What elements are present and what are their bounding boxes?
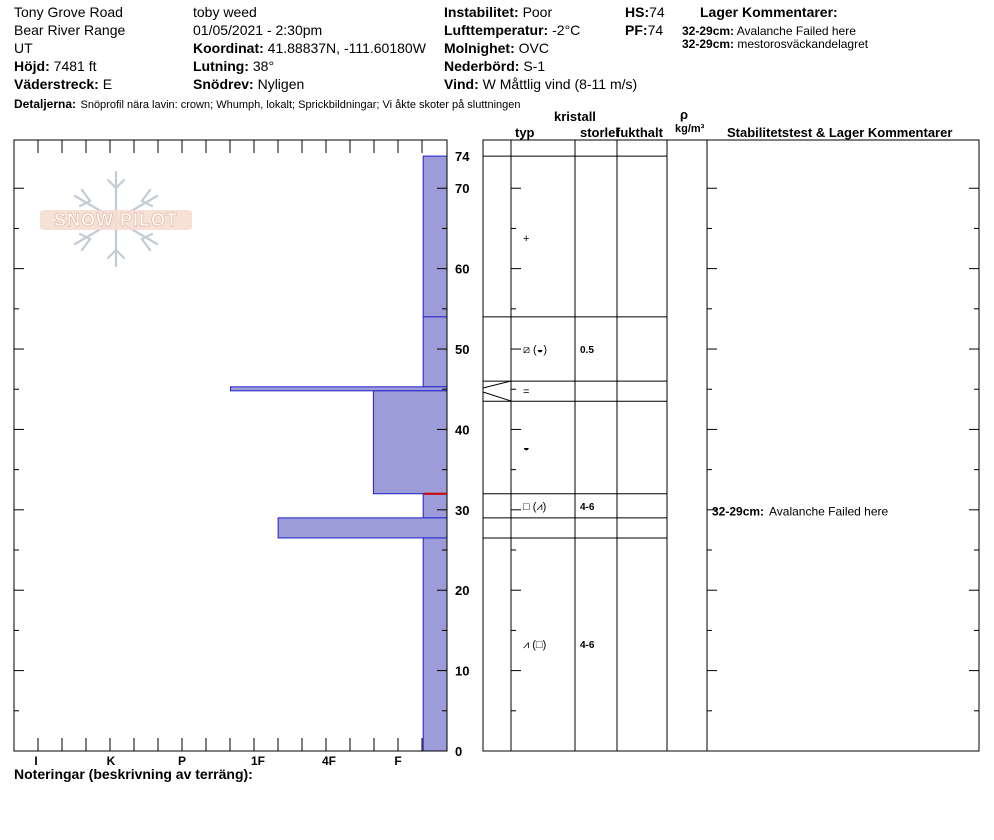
crystal-size: 4-6 bbox=[580, 502, 595, 513]
coordinates: Koordinat: 41.88837N, -111.60180W bbox=[193, 40, 426, 56]
crystal-rows: + ⧄ (◒) 0.5 = ◒ □ (⩘) 4-6 ⩘ (□) 4-6 bbox=[523, 233, 595, 651]
air-temperature: Lufttemperatur: -2°C bbox=[444, 22, 581, 38]
hardness-bar bbox=[372, 390, 448, 495]
hardness-label: 1F bbox=[251, 754, 265, 768]
stability-text: Avalanche Failed here bbox=[769, 504, 889, 518]
depth-label: 40 bbox=[455, 422, 469, 437]
crystal-type: ⩘ (□) bbox=[523, 639, 546, 651]
depth-label: 30 bbox=[455, 503, 469, 518]
column-header-kristall: kristall bbox=[554, 109, 596, 124]
depth-label: 20 bbox=[455, 583, 469, 598]
snow-height: HS:74 bbox=[625, 4, 665, 20]
column-header-fukthalt: fukthalt bbox=[616, 125, 663, 140]
hardness-label: K bbox=[107, 754, 116, 768]
depth-axis-ticks bbox=[14, 187, 447, 752]
depth-axis-labels: 0 10 20 30 40 50 60 70 74 bbox=[455, 149, 470, 759]
hardness-label: I bbox=[34, 754, 37, 768]
slope: Lutning: 38° bbox=[193, 58, 275, 74]
snow-drift: Snödrev: Nyligen bbox=[193, 76, 305, 92]
cloud-cover: Molnighet: OVC bbox=[444, 40, 549, 56]
column-header-density-unit: kg/m³ bbox=[675, 123, 705, 135]
elevation: Höjd: 7481 ft bbox=[14, 58, 97, 74]
depth-label: 50 bbox=[455, 342, 469, 357]
crystal-size: 4-6 bbox=[580, 640, 595, 651]
snow-profile-chart: I K P 1F 4F F 0 10 20 30 40 50 60 70 74 + ⧄ (◒) 0.5 = ◒ □ … bbox=[13, 139, 980, 768]
location-name: Tony Grove Road bbox=[14, 4, 123, 20]
depth-label: 60 bbox=[455, 262, 469, 277]
crystal-type: ◒ bbox=[523, 442, 530, 454]
observer-name: toby weed bbox=[193, 4, 257, 20]
crystal-type: ⧄ (◒) bbox=[523, 344, 547, 356]
wind: Vind: W Måttlig vind (8-11 m/s) bbox=[444, 76, 638, 92]
observation-datetime: 01/05/2021 - 2:30pm bbox=[193, 22, 323, 38]
notes-label: Noteringar (beskrivning av terräng): bbox=[14, 766, 253, 782]
hardness-label: F bbox=[394, 754, 401, 768]
column-header-rho: ρ bbox=[680, 107, 689, 122]
layer-comment: 32-29cm: Avalanche Failed here bbox=[682, 24, 856, 38]
layer-comment: 32-29cm: mestorosväckandelagret bbox=[682, 37, 869, 51]
layer-connector bbox=[482, 391, 512, 402]
crystal-size: 0.5 bbox=[580, 345, 594, 356]
precipitation: Nederbörd: S-1 bbox=[444, 58, 546, 74]
depth-label-top: 74 bbox=[455, 149, 470, 164]
hardness-bar bbox=[422, 493, 448, 519]
hardness-label: P bbox=[178, 754, 186, 768]
column-header-stability: Stabilitetstest & Lager Kommentarer bbox=[727, 125, 953, 140]
layer-boundary-lines bbox=[483, 155, 667, 539]
layer-table-frame bbox=[482, 139, 980, 752]
layer-comments-title: Lager Kommentarer: bbox=[700, 4, 838, 20]
stability-comments: 32-29cm: Avalanche Failed here bbox=[712, 504, 889, 518]
hardness-label: 4F bbox=[322, 754, 336, 768]
hardness-axis-labels: I K P 1F 4F F bbox=[34, 754, 401, 768]
crystal-type: + bbox=[523, 233, 529, 245]
logo-banner bbox=[40, 210, 192, 230]
logo-text: SNOW PILOT bbox=[54, 210, 178, 230]
hardness-bar bbox=[277, 517, 448, 539]
aspect: Väderstreck: E bbox=[14, 76, 113, 92]
snowpilot-logo: SNOW PILOT bbox=[40, 170, 192, 268]
table-depth-ticks bbox=[511, 187, 979, 752]
column-header-typ: typ bbox=[515, 125, 535, 140]
hardness-bar bbox=[422, 316, 448, 388]
state-name: UT bbox=[14, 40, 33, 56]
column-header-storlek: storlek bbox=[580, 125, 618, 140]
details: Detaljerna: Snöprofil nära lavin: crown;… bbox=[14, 97, 521, 111]
depth-label: 70 bbox=[455, 181, 469, 196]
instability: Instabilitet: Poor bbox=[444, 4, 553, 20]
hardness-bar bbox=[422, 537, 448, 752]
crystal-type: = bbox=[523, 386, 529, 398]
hardness-bars bbox=[230, 155, 448, 752]
stability-range: 32-29cm: bbox=[712, 504, 764, 518]
range-name: Bear River Range bbox=[14, 22, 126, 38]
crystal-type: □ (⩘) bbox=[523, 501, 546, 513]
hardness-axis-ticks bbox=[13, 140, 423, 751]
depth-label: 10 bbox=[455, 664, 469, 679]
layer-connector bbox=[482, 380, 512, 389]
hardness-bar bbox=[230, 386, 448, 392]
hardness-bar bbox=[422, 155, 448, 318]
penetration-foot: PF:74 bbox=[625, 22, 664, 38]
depth-label: 0 bbox=[455, 744, 462, 759]
